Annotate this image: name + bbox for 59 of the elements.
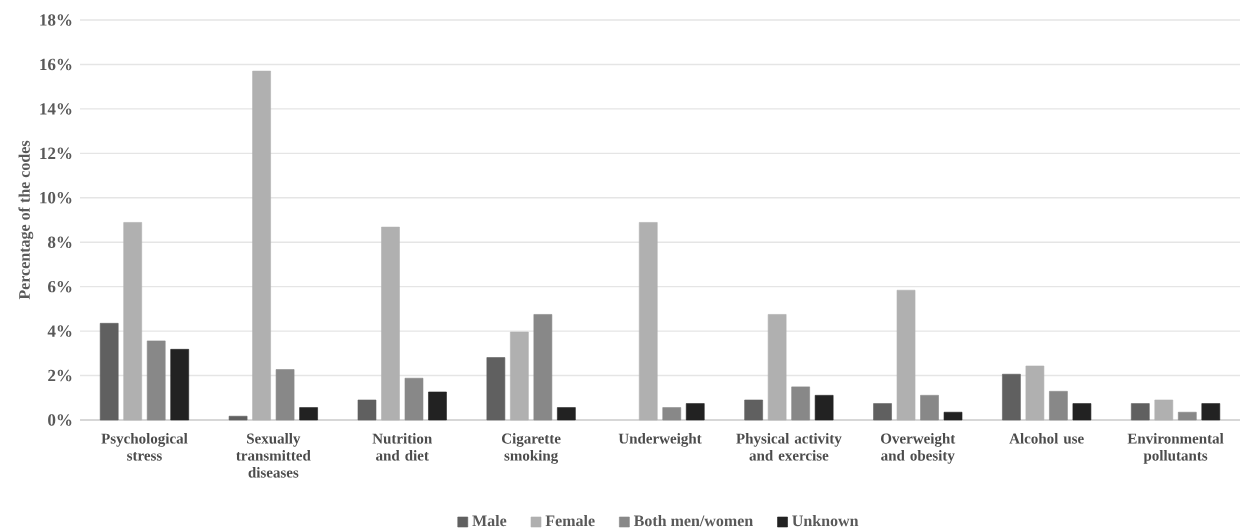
legend-label: Male [472,514,507,527]
x-tick-label: Physical activity and exercise [736,433,842,461]
bar [791,386,810,421]
bar [1049,391,1068,421]
bar [357,399,377,421]
bar [99,323,119,421]
bar [486,357,506,421]
x-tick-label: Sexually transmitted diseases [236,433,311,478]
y-tick-label: 8% [48,236,72,248]
bar [1002,373,1021,421]
bar [1201,403,1221,421]
y-tick-label: 18% [40,14,72,26]
bar [638,222,658,421]
y-tick-label: 12% [40,147,72,160]
bar [228,415,248,421]
y-tick-label: 10% [40,192,72,204]
bar [767,314,787,421]
bar [252,70,271,421]
x-tick-label: Underweight [618,433,702,447]
bar [896,289,916,421]
bar [146,340,166,421]
y-tick-label: 14% [40,103,72,115]
bar [1178,411,1197,421]
bar [510,331,529,421]
legend-label: Unknown [792,514,859,527]
x-tick-label: Overweight and obesity [881,433,956,464]
bar [920,395,939,421]
bar [814,395,834,421]
y-axis-title: Percentage of the codes [18,140,34,300]
bar [299,407,318,421]
bar [662,407,682,421]
bar [943,411,963,421]
bar [557,407,576,421]
bar [685,403,705,421]
bar [873,403,892,421]
x-tick-label: Environmental pollutants [1127,433,1224,464]
legend-label: Female [545,514,595,527]
y-tick-label: 0% [48,414,72,426]
bar [428,391,447,421]
x-tick-label: Alcohol use [1009,433,1084,444]
bar [404,377,424,421]
x-tick-label: Psychological stress [101,433,188,461]
y-tick-label: 2% [48,369,72,382]
bar [1154,399,1174,421]
x-tick-label: Nutrition and diet [372,433,433,461]
y-tick-label: 16% [40,58,72,71]
bar [275,369,295,421]
legend-label: Both men/women [633,514,753,527]
bar [1025,365,1045,421]
bar [1072,403,1092,421]
y-tick-label: 4% [47,325,72,337]
bar [1131,403,1150,421]
bar [123,222,142,421]
bar [744,399,763,421]
x-tick-label: Cigarette smoking [501,433,561,464]
y-tick-label: 6% [48,280,72,293]
bar [533,314,553,421]
bar [170,349,190,421]
bar [381,226,400,421]
